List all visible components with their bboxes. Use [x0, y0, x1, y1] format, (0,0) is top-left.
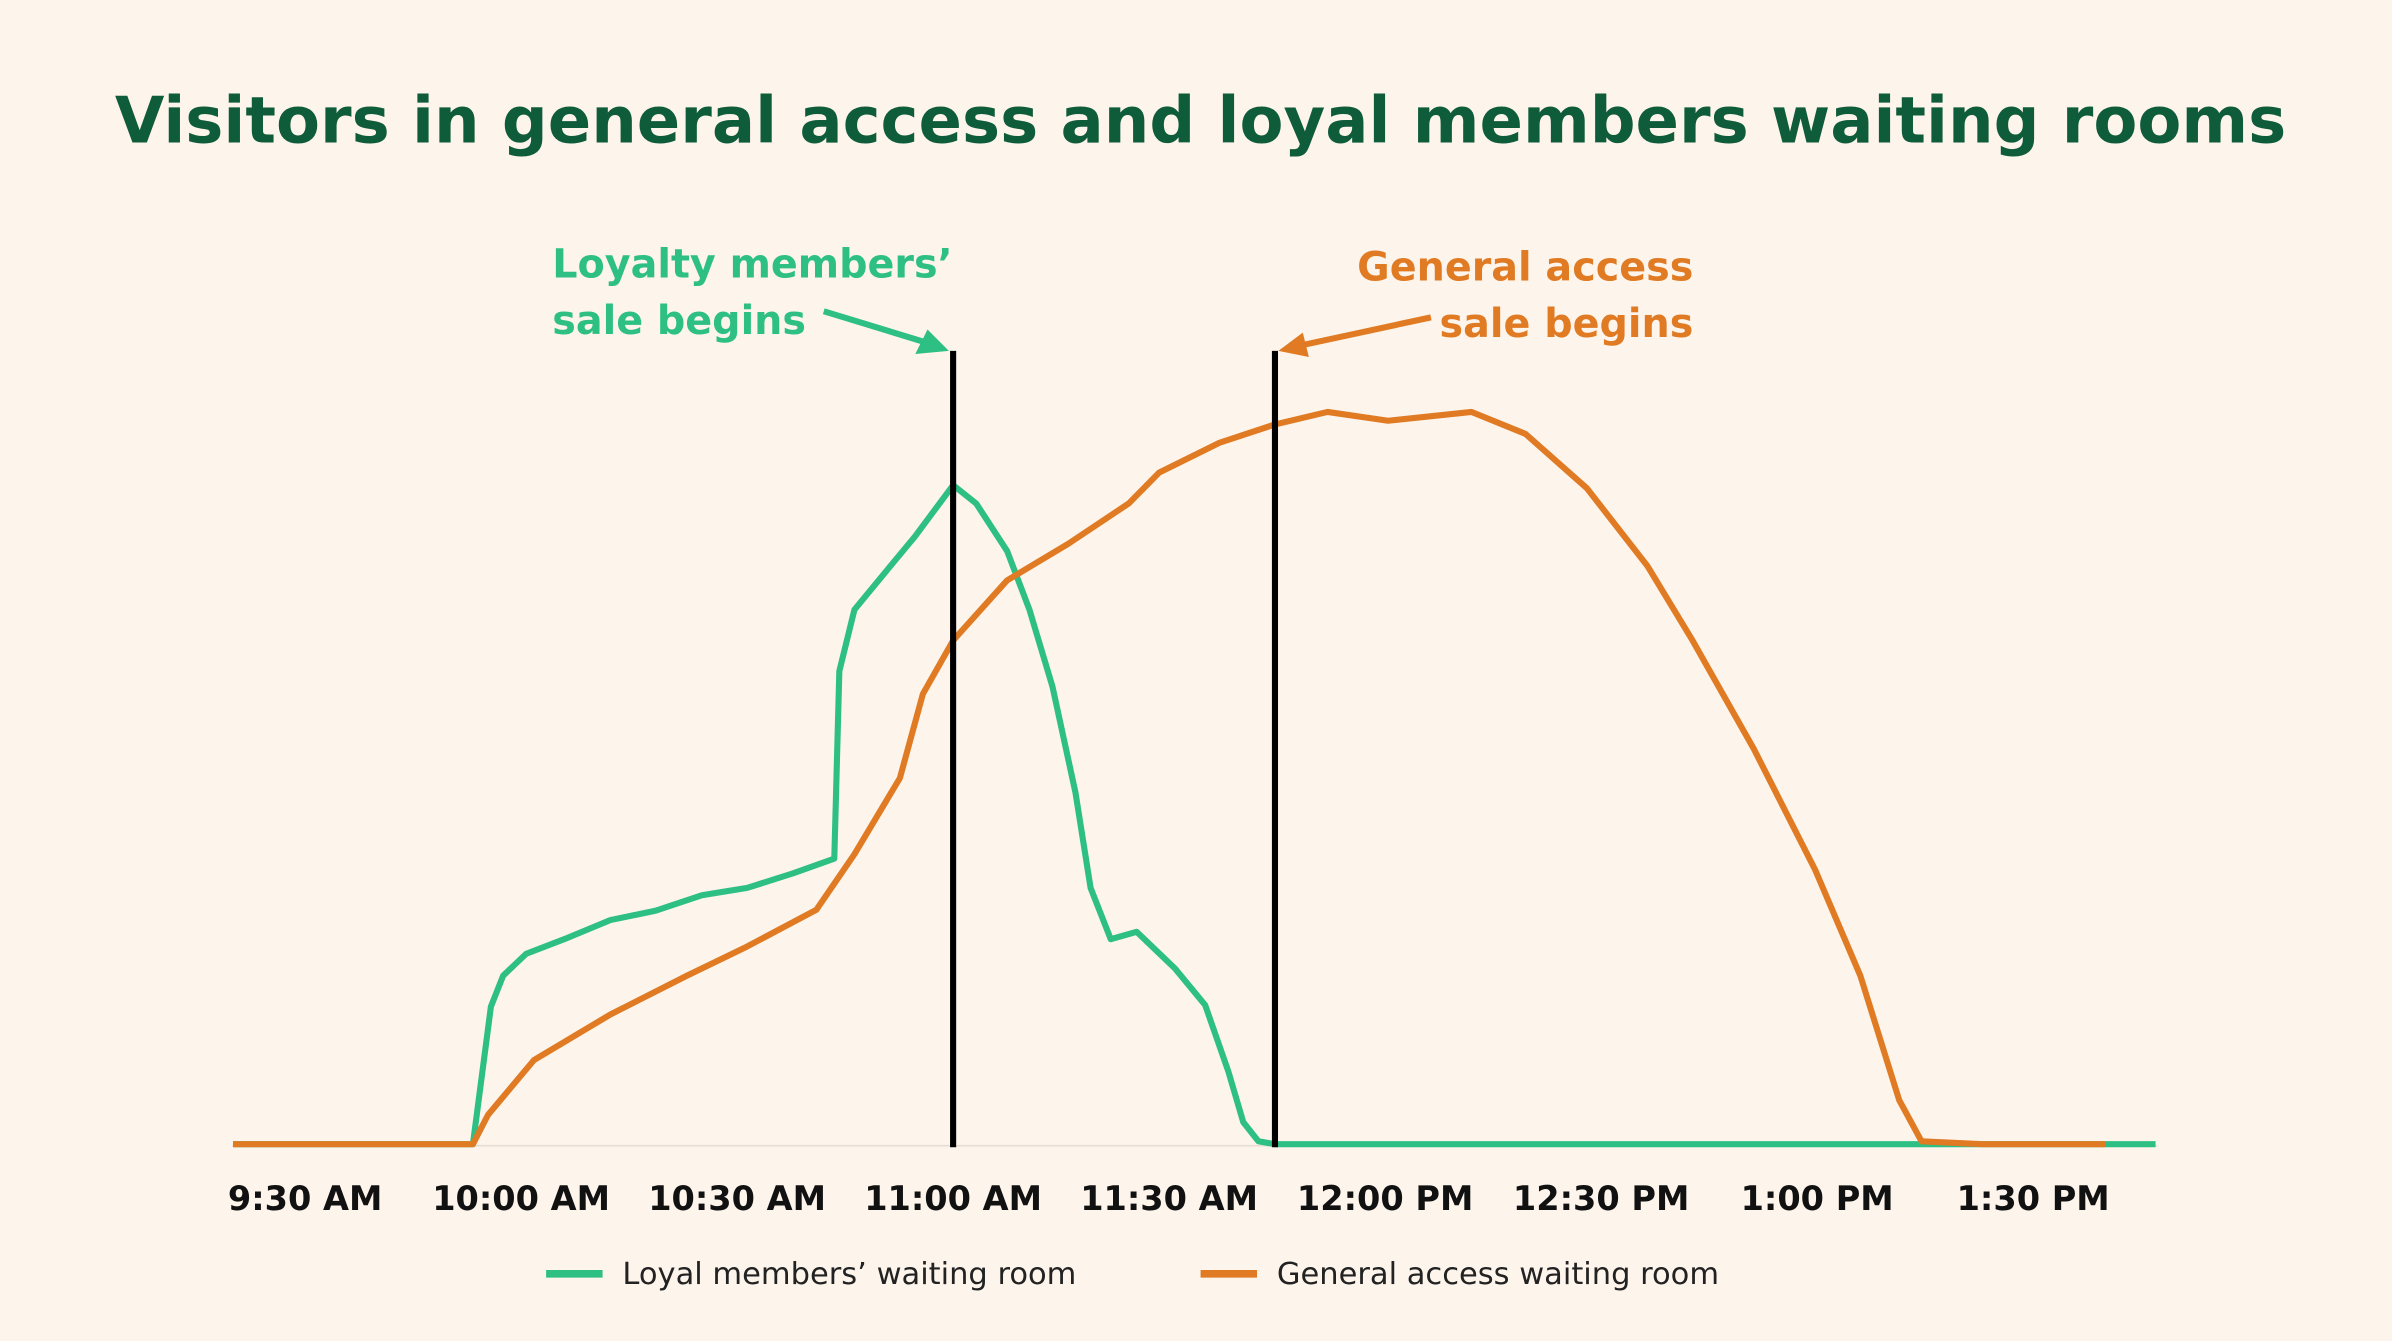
legend-label: General access waiting room: [1277, 1257, 1719, 1292]
annotation-text: General access: [1357, 245, 1693, 291]
x-tick-label: 12:00 PM: [1297, 1179, 1473, 1218]
annotation-arrow: [1296, 314, 1432, 350]
x-tick-label: 11:00 AM: [864, 1179, 1042, 1218]
annotation-text: sale begins: [552, 298, 806, 344]
annotation-arrow: [822, 308, 935, 348]
x-tick-label: 10:00 AM: [432, 1179, 610, 1218]
x-tick-label: 9:30 AM: [228, 1179, 382, 1218]
x-tick-label: 12:30 PM: [1513, 1179, 1689, 1218]
annotation-text: Loyalty members’: [552, 242, 952, 288]
annotation-text: sale begins: [1440, 301, 1694, 347]
annotation-arrowhead: [915, 329, 949, 354]
chart-title: Visitors in general access and loyal mem…: [115, 85, 2286, 159]
legend-label: Loyal members’ waiting room: [622, 1257, 1076, 1292]
series-line: [233, 408, 2106, 1148]
x-tick-label: 1:30 PM: [1957, 1179, 2110, 1218]
series-line: [233, 482, 2156, 1148]
x-tick-label: 11:30 AM: [1080, 1179, 1258, 1218]
annotation-arrowhead: [1278, 332, 1309, 358]
x-tick-label: 10:30 AM: [648, 1179, 826, 1218]
x-tick-label: 1:00 PM: [1741, 1179, 1894, 1218]
